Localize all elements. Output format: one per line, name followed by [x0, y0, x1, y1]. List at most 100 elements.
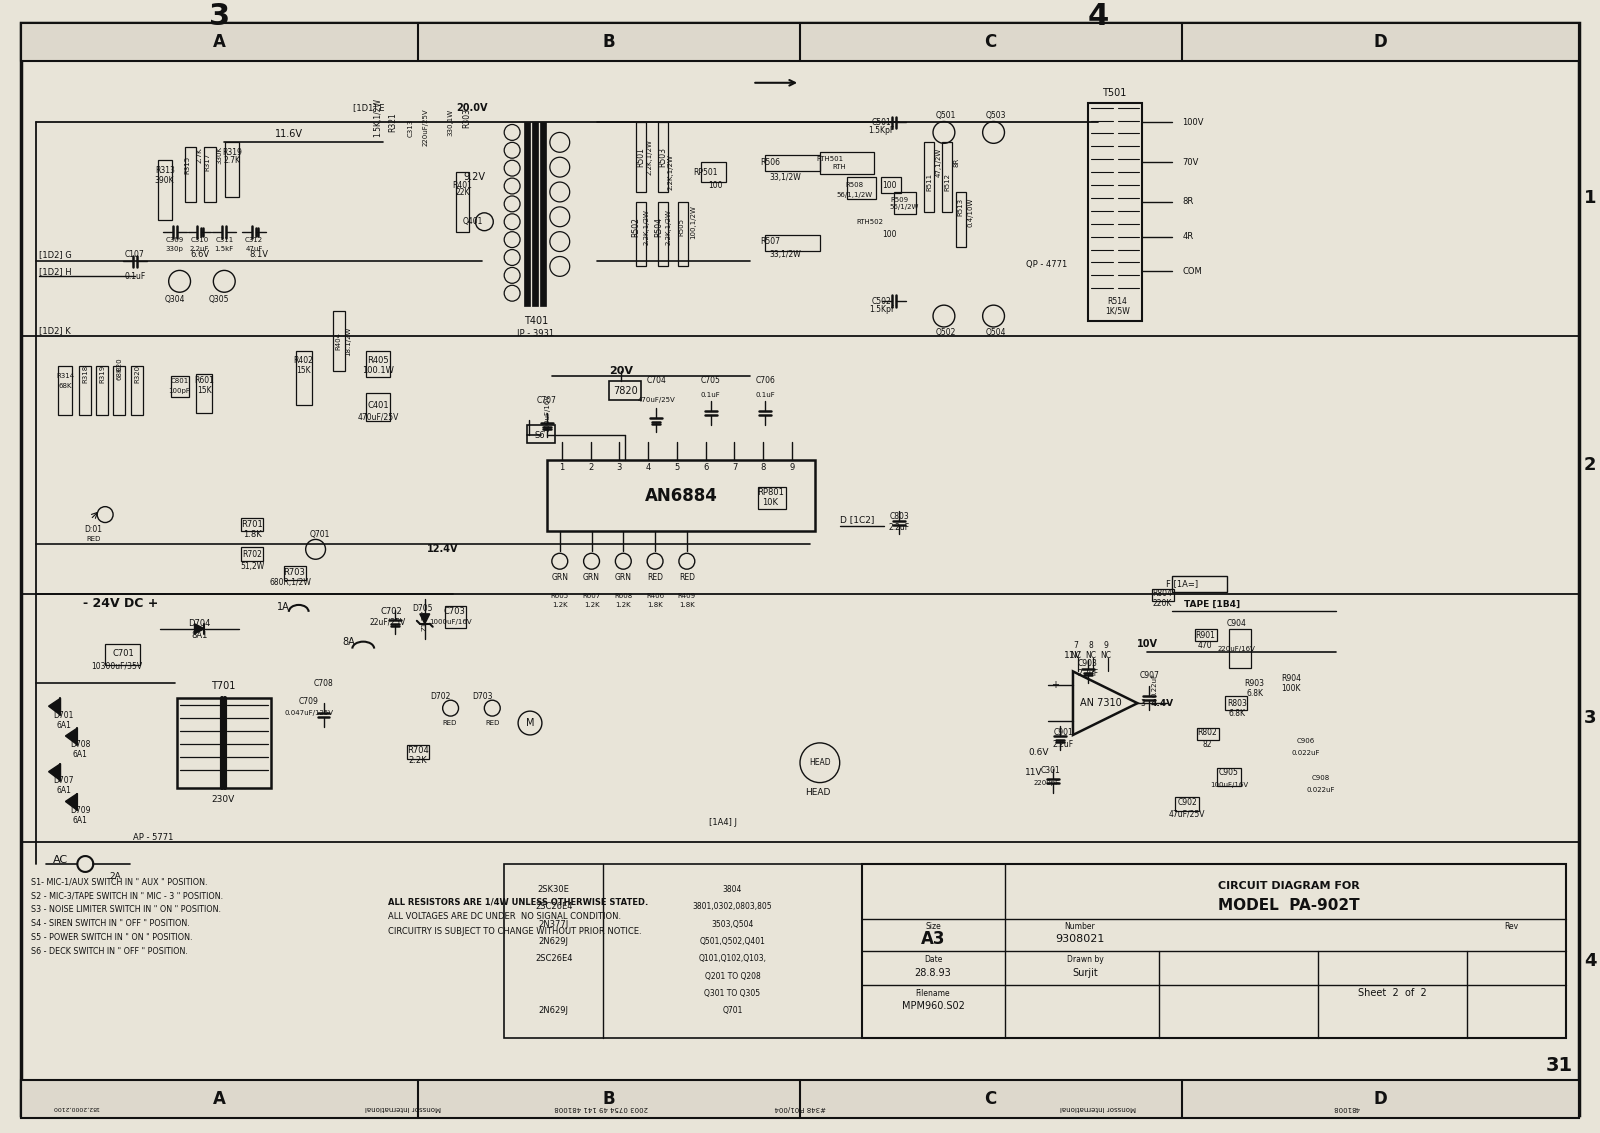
Text: C401: C401 — [368, 401, 389, 410]
Text: 1: 1 — [558, 463, 565, 472]
Text: C702: C702 — [381, 607, 402, 616]
Text: 220uF/16V: 220uF/16V — [1218, 646, 1256, 651]
Text: RTH502: RTH502 — [856, 219, 883, 224]
Text: T701: T701 — [211, 681, 235, 691]
Text: Size: Size — [925, 922, 941, 931]
Text: 470uF/25V: 470uF/25V — [637, 398, 675, 403]
Text: RED: RED — [646, 572, 662, 581]
Text: R405: R405 — [368, 356, 389, 365]
Text: R508: R508 — [845, 182, 864, 188]
Text: 100: 100 — [882, 180, 896, 189]
Text: R512: R512 — [944, 173, 950, 191]
Bar — [176, 698, 270, 787]
Text: 0.022uF: 0.022uF — [1307, 786, 1336, 793]
Text: 0.6V: 0.6V — [1027, 748, 1048, 757]
Text: S4 - SIREN SWITCH IN " OFF " POSITION.: S4 - SIREN SWITCH IN " OFF " POSITION. — [30, 919, 189, 928]
Text: R514: R514 — [1107, 297, 1128, 306]
Text: Z1.3V: Z1.3V — [422, 611, 427, 631]
Text: T501: T501 — [1102, 87, 1126, 97]
Bar — [547, 460, 814, 531]
Text: Rev: Rev — [1504, 922, 1518, 931]
Text: R511: R511 — [926, 173, 933, 191]
Bar — [184, 147, 197, 202]
Text: R503: R503 — [659, 147, 667, 168]
Bar — [1176, 798, 1198, 811]
Bar — [197, 374, 213, 414]
Bar — [758, 487, 786, 509]
Text: S6: S6 — [534, 431, 546, 440]
Text: D707: D707 — [53, 776, 74, 785]
Text: NC: NC — [1085, 651, 1096, 661]
Bar — [131, 366, 142, 416]
Bar — [955, 191, 966, 247]
Text: R507: R507 — [760, 237, 781, 246]
Text: 4: 4 — [645, 463, 651, 472]
Text: S5 - POWER SWITCH IN " ON " POSITION.: S5 - POWER SWITCH IN " ON " POSITION. — [30, 932, 192, 942]
Text: 11V: 11V — [1024, 768, 1042, 777]
Text: 70V: 70V — [1182, 157, 1198, 167]
Text: 2N629J: 2N629J — [539, 1006, 570, 1015]
Text: 220uF/25V: 220uF/25V — [422, 109, 429, 146]
Text: 12.4V: 12.4V — [427, 544, 458, 554]
Text: Q201 TO Q208: Q201 TO Q208 — [704, 972, 760, 981]
Text: F [1A=]: F [1A=] — [1166, 580, 1198, 588]
Text: RED: RED — [443, 721, 456, 726]
Text: A3: A3 — [920, 930, 946, 948]
Text: 0.1uF: 0.1uF — [755, 392, 774, 399]
Bar — [1226, 697, 1246, 710]
Text: R803: R803 — [1227, 699, 1246, 708]
Text: Filename: Filename — [915, 988, 950, 997]
Text: 100K: 100K — [1282, 684, 1301, 692]
Text: 1: 1 — [1584, 189, 1597, 207]
Text: 0.022uF: 0.022uF — [1291, 750, 1320, 756]
Text: R506: R506 — [760, 157, 781, 167]
Bar — [80, 366, 91, 416]
Text: 100,1/2W: 100,1/2W — [690, 205, 696, 239]
Bar — [456, 172, 469, 231]
Text: R903: R903 — [1245, 679, 1264, 688]
Text: 470: 470 — [1198, 641, 1213, 650]
Text: C: C — [984, 1090, 997, 1108]
Bar — [1173, 576, 1227, 593]
Text: C501: C501 — [872, 118, 891, 127]
Bar — [942, 143, 952, 212]
Text: 3: 3 — [1584, 709, 1597, 727]
Text: 6.8K: 6.8K — [1246, 689, 1262, 698]
Bar — [1195, 629, 1218, 640]
Text: 2003 0754 49 141 481008: 2003 0754 49 141 481008 — [555, 1105, 648, 1111]
Text: C901: C901 — [1053, 729, 1074, 738]
Bar — [1152, 589, 1174, 600]
Text: 100pF: 100pF — [168, 387, 190, 393]
Text: 1.8K: 1.8K — [646, 602, 662, 608]
Text: [1A4] J: [1A4] J — [709, 818, 736, 827]
Text: 1.8K: 1.8K — [243, 530, 261, 539]
Text: 47uF/25V: 47uF/25V — [1170, 810, 1205, 819]
Text: 28.8.93: 28.8.93 — [915, 969, 952, 978]
Text: 10300uF/35V: 10300uF/35V — [91, 662, 142, 671]
Bar — [525, 122, 530, 306]
Text: C803: C803 — [890, 512, 909, 521]
Text: 0.047uF/125V: 0.047uF/125V — [285, 710, 333, 716]
Bar — [406, 744, 429, 759]
Text: 2.2uF: 2.2uF — [190, 246, 210, 252]
Text: RED: RED — [678, 572, 694, 581]
Text: QP - 4771: QP - 4771 — [1026, 259, 1067, 269]
Text: 7820: 7820 — [613, 385, 638, 395]
Text: 2SC26E4: 2SC26E4 — [534, 954, 573, 963]
Text: [1D2] H: [1D2] H — [38, 267, 72, 276]
Bar — [539, 122, 546, 306]
Text: 15K: 15K — [296, 366, 310, 375]
Text: 182,2000,2100: 182,2000,2100 — [51, 1106, 99, 1110]
Text: 2.7K: 2.7K — [197, 147, 203, 163]
Text: 4R: 4R — [1182, 232, 1194, 241]
Text: R303: R303 — [462, 108, 472, 128]
Text: 9: 9 — [1104, 641, 1109, 650]
Text: 0.1uF: 0.1uF — [701, 392, 720, 399]
Bar — [114, 366, 125, 416]
Text: R505: R505 — [678, 218, 683, 236]
Text: D709: D709 — [70, 806, 91, 815]
Text: 2.2K: 2.2K — [408, 756, 427, 765]
Text: 10V: 10V — [1138, 639, 1158, 648]
Polygon shape — [419, 614, 430, 624]
Text: C309: C309 — [165, 237, 184, 242]
